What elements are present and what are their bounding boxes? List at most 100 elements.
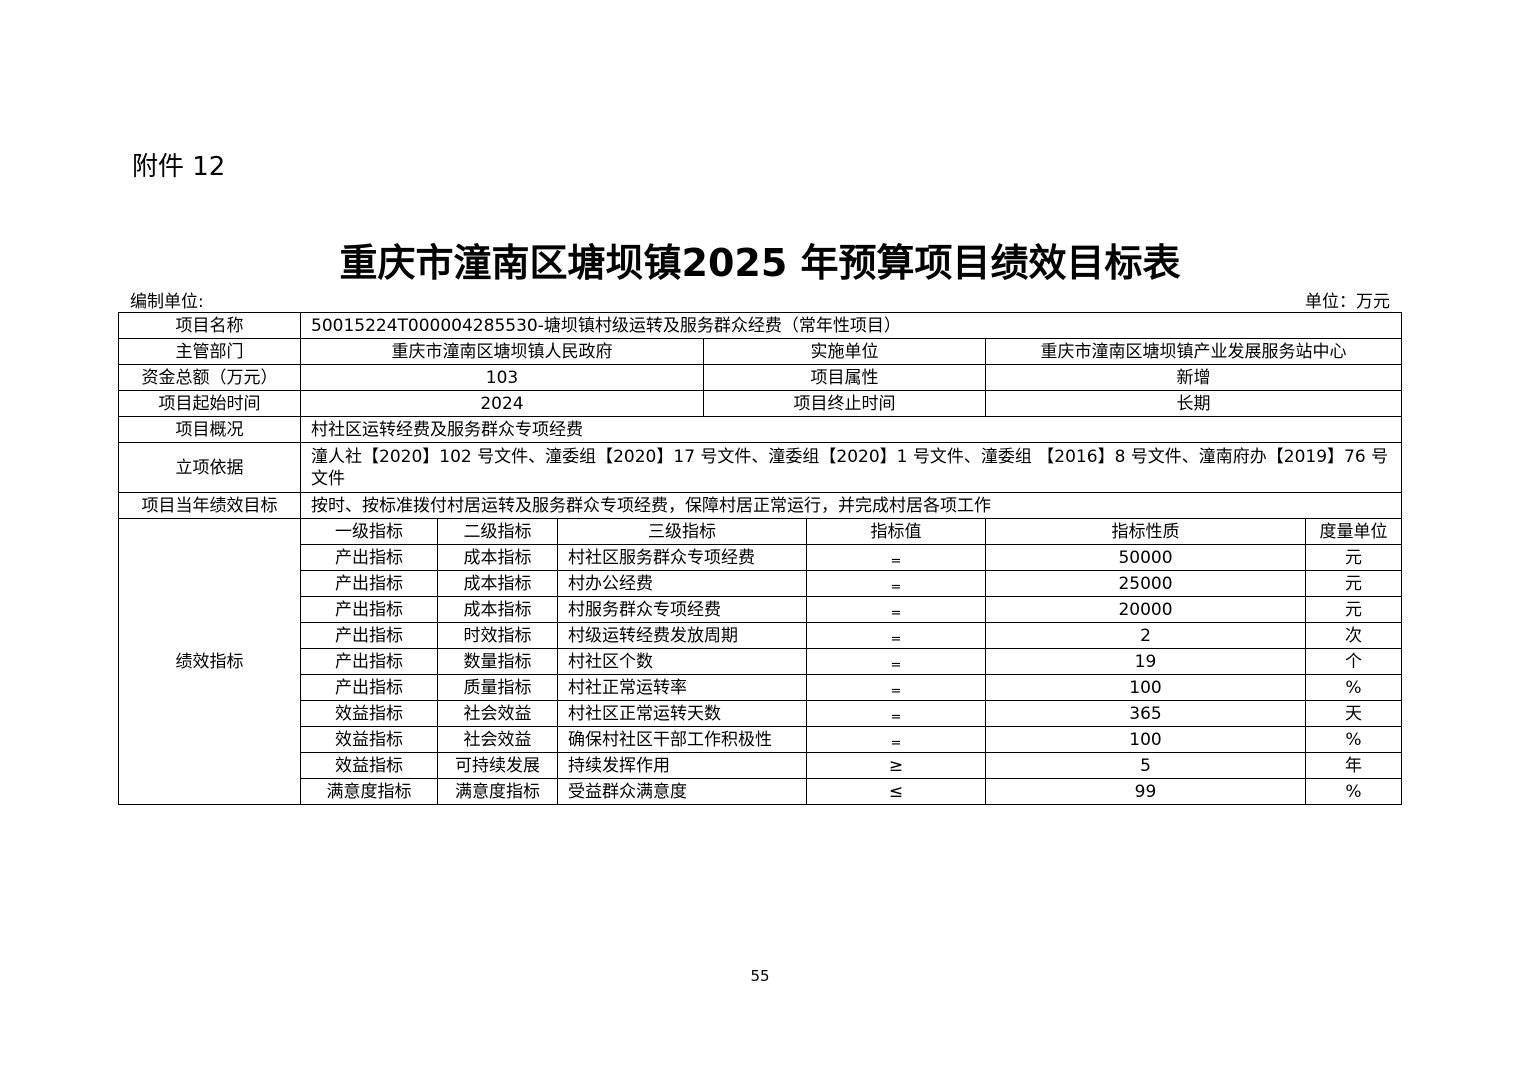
- indicator-operator: =: [806, 544, 986, 571]
- basis-label: 立项依据: [118, 442, 301, 493]
- indicator-operator: =: [806, 648, 986, 675]
- indicator-level3: 村级运转经费发放周期: [557, 622, 807, 649]
- table-row: 立项依据 潼人社【2020】102 号文件、潼委组【2020】17 号文件、潼委…: [118, 442, 1402, 493]
- indicator-level2: 成本指标: [437, 570, 558, 597]
- indicators-section-label: 绩效指标: [118, 518, 301, 805]
- indicator-level3: 确保村社区干部工作积极性: [557, 726, 807, 753]
- table-row: 项目起始时间 2024 项目终止时间 长期: [118, 390, 1402, 417]
- indicator-row: 产出指标 时效指标 村级运转经费发放周期 = 2 次: [119, 622, 1402, 649]
- indicator-operator: =: [806, 622, 986, 649]
- indicator-unit: 次: [1305, 622, 1402, 649]
- goal-label: 项目当年绩效目标: [118, 492, 301, 519]
- indicator-level1: 效益指标: [300, 752, 438, 779]
- indicator-row: 效益指标 社会效益 村社区正常运转天数 = 365 天: [119, 700, 1402, 727]
- start: 2024: [300, 390, 704, 417]
- indicator-row: 产出指标 成本指标 村社区服务群众专项经费 = 50000 元: [119, 544, 1402, 571]
- indicator-operator: =: [806, 596, 986, 623]
- attachment-label: 附件 12: [132, 152, 226, 182]
- header-level1: 一级指标: [300, 518, 438, 545]
- indicator-level3: 村社正常运转率: [557, 674, 807, 701]
- page-title: 重庆市潼南区塘坝镇2025 年预算项目绩效目标表: [339, 241, 1181, 285]
- indicator-unit: 元: [1305, 544, 1402, 571]
- header-level2: 二级指标: [437, 518, 558, 545]
- indicator-value: 100: [985, 726, 1306, 753]
- project-name: 50015224T000004285530-塘坝镇村级运转及服务群众经费（常年性…: [300, 312, 1402, 339]
- indicator-value: 20000: [985, 596, 1306, 623]
- overview-label: 项目概况: [118, 416, 301, 443]
- indicator-level1: 满意度指标: [300, 778, 438, 805]
- indicator-row: 产出指标 成本指标 村办公经费 = 25000 元: [119, 570, 1402, 597]
- indicator-level3: 村社区服务群众专项经费: [557, 544, 807, 571]
- performance-table: 项目名称 50015224T000004285530-塘坝镇村级运转及服务群众经…: [118, 312, 1402, 805]
- indicator-level2: 可持续发展: [437, 752, 558, 779]
- indicator-operator: =: [806, 674, 986, 701]
- indicator-row: 满意度指标 满意度指标 受益群众满意度 ≤99%: [119, 778, 1402, 805]
- indicator-level1: 产出指标: [300, 622, 438, 649]
- indicator-unit: 年: [1305, 752, 1402, 779]
- table-row: 项目名称 50015224T000004285530-塘坝镇村级运转及服务群众经…: [118, 312, 1402, 339]
- indicator-operator: ≥: [806, 752, 986, 779]
- dept: 重庆市潼南区塘坝镇人民政府: [300, 338, 704, 365]
- indicator-operator: =: [806, 726, 986, 753]
- indicator-operator: =: [806, 700, 986, 727]
- attr-label: 项目属性: [703, 364, 986, 391]
- page-number: 55: [750, 967, 770, 985]
- start-label: 项目起始时间: [118, 390, 301, 417]
- indicator-level2: 成本指标: [437, 544, 558, 571]
- indicator-unit: %: [1305, 674, 1402, 701]
- prepared-by-label: 编制单位:: [130, 292, 204, 312]
- indicator-unit: 元: [1305, 596, 1402, 623]
- indicator-level1: 产出指标: [300, 544, 438, 571]
- indicator-value: 5: [985, 752, 1306, 779]
- end-label: 项目终止时间: [703, 390, 986, 417]
- indicator-level2: 成本指标: [437, 596, 558, 623]
- header-nature: 指标性质: [985, 518, 1306, 545]
- indicator-value: 19: [985, 648, 1306, 675]
- table-row: 项目概况 村社区运转经费及服务群众专项经费: [118, 416, 1402, 443]
- basis: 潼人社【2020】102 号文件、潼委组【2020】17 号文件、潼委组【202…: [300, 442, 1402, 493]
- header-unit: 度量单位: [1305, 518, 1402, 545]
- indicator-level2: 社会效益: [437, 726, 558, 753]
- indicator-level3: 受益群众满意度: [557, 778, 807, 805]
- fund-label: 资金总额（万元）: [118, 364, 301, 391]
- indicator-operator: ≤: [806, 778, 986, 805]
- fund: 103: [300, 364, 704, 391]
- indicator-level2: 社会效益: [437, 700, 558, 727]
- header-level3: 三级指标: [557, 518, 807, 545]
- indicator-unit: %: [1305, 778, 1402, 805]
- indicator-value: 25000: [985, 570, 1306, 597]
- unit-label: 单位：万元: [1305, 292, 1390, 312]
- indicator-level1: 效益指标: [300, 700, 438, 727]
- indicator-level3: 村服务群众专项经费: [557, 596, 807, 623]
- indicator-value: 99: [985, 778, 1306, 805]
- indicator-row: 效益指标 社会效益 确保村社区干部工作积极性 = 100%: [119, 726, 1402, 753]
- indicator-unit: 天: [1305, 700, 1402, 727]
- end: 长期: [985, 390, 1402, 417]
- header-value: 指标值: [806, 518, 986, 545]
- indicator-value: 2: [985, 622, 1306, 649]
- indicator-operator: =: [806, 570, 986, 597]
- indicator-level1: 效益指标: [300, 726, 438, 753]
- indicator-row: 产出指标 质量指标 村社正常运转率 = 100%: [119, 674, 1402, 701]
- indicator-level3: 持续发挥作用: [557, 752, 807, 779]
- overview: 村社区运转经费及服务群众专项经费: [300, 416, 1402, 443]
- indicator-value: 100: [985, 674, 1306, 701]
- indicator-value: 365: [985, 700, 1306, 727]
- goal: 按时、按标准拨付村居运转及服务群众专项经费，保障村居正常运行，并完成村居各项工作: [300, 492, 1402, 519]
- indicator-level2: 满意度指标: [437, 778, 558, 805]
- indicator-header-row: 绩效指标 一级指标 二级指标 三级指标 指标值 指标性质 度量单位: [118, 518, 1402, 805]
- indicator-level2: 质量指标: [437, 674, 558, 701]
- indicator-level1: 产出指标: [300, 648, 438, 675]
- indicator-unit: %: [1305, 726, 1402, 753]
- indicator-level3: 村社区个数: [557, 648, 807, 675]
- indicator-level3: 村办公经费: [557, 570, 807, 597]
- impl: 重庆市潼南区塘坝镇产业发展服务站中心: [985, 338, 1402, 365]
- indicator-row: 产出指标 成本指标 村服务群众专项经费 = 20000 元: [119, 596, 1402, 623]
- table-row: 资金总额（万元） 103 项目属性 新增: [118, 364, 1402, 391]
- project-name-label: 项目名称: [118, 312, 301, 339]
- attr: 新增: [985, 364, 1402, 391]
- table-row: 主管部门 重庆市潼南区塘坝镇人民政府 实施单位 重庆市潼南区塘坝镇产业发展服务站…: [118, 338, 1402, 365]
- dept-label: 主管部门: [118, 338, 301, 365]
- indicator-row: 产出指标 数量指标 村社区个数 = 19 个: [119, 648, 1402, 675]
- indicator-level3: 村社区正常运转天数: [557, 700, 807, 727]
